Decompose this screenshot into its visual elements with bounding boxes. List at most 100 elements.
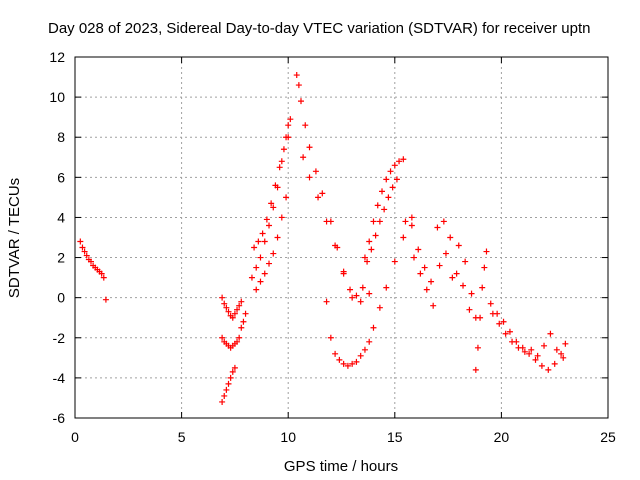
data-point [349,360,356,367]
x-tick-label: 15 [387,429,403,445]
data-point [436,262,443,269]
data-point [332,242,339,249]
data-point [315,194,322,201]
data-point [415,246,422,253]
data-point [455,242,462,249]
data-point [359,284,366,291]
y-tick-label: -4 [53,370,66,386]
data-point [285,134,292,141]
data-point [417,270,424,277]
data-point [366,290,373,297]
data-point [558,350,565,357]
data-point [274,234,281,241]
grid [75,57,608,418]
data-point [477,314,484,321]
y-tick-label: 12 [49,49,65,65]
data-point [506,328,513,335]
data-point [259,230,266,237]
data-point [257,254,264,261]
data-point [374,202,381,209]
data-point [327,334,334,341]
series-morning-rise-b [251,134,292,251]
data-point [502,330,509,337]
data-point [98,270,105,277]
data-point [474,344,481,351]
data-point [253,286,260,293]
data-point [336,356,343,363]
data-point [562,340,569,347]
data-point [379,188,386,195]
data-point [236,334,243,341]
data-point [410,254,417,261]
data-point [449,274,456,281]
data-point [229,368,236,375]
data-point [526,350,533,357]
data-point [266,260,273,267]
y-tick-label: 6 [57,169,65,185]
y-tick-label: 2 [57,250,65,266]
x-axis-title: GPS time / hours [284,458,398,475]
data-point [231,364,238,371]
y-axis-title: SDTVAR / TECUs [6,178,23,298]
x-tick-label: 25 [600,429,616,445]
data-point [353,292,360,299]
data-point [340,270,347,277]
y-tick-label: -2 [53,330,66,346]
data-point [383,176,390,183]
data-point [223,304,230,311]
data-point [489,310,496,317]
data-point [347,286,354,293]
data-point [423,286,430,293]
data-point [221,392,228,399]
data-point [370,218,377,225]
data-point [483,248,490,255]
data-point [541,342,548,349]
data-point [391,162,398,169]
data-point [496,320,503,327]
data-point [87,258,94,265]
data-point [238,298,245,305]
data-point [278,158,285,165]
series-early-segment [77,238,109,303]
data-point [77,238,84,245]
series-peak-decline-b [300,154,373,305]
series-night-decline-b [489,310,567,361]
data-point [434,224,441,231]
data-point [248,274,255,281]
y-tick-label: 4 [57,209,65,225]
data-point [468,290,475,297]
data-points [77,72,569,405]
data-point [385,194,392,201]
chart-title: Day 028 of 2023, Sidereal Day-to-day VTE… [48,20,590,37]
data-point [234,338,241,345]
series-evening-mixed-b [410,242,475,309]
data-point [300,154,307,161]
data-point [479,284,486,291]
data-point [408,214,415,221]
data-point [261,238,268,245]
data-point [545,366,552,373]
data-point [364,258,371,265]
data-point [102,296,109,303]
series-peak-decline [293,72,366,299]
data-point [381,206,388,213]
data-point [100,274,107,281]
series-night-decline [487,300,569,373]
data-point [442,250,449,257]
data-point [257,278,264,285]
data-point [219,334,226,341]
data-point [221,300,228,307]
data-point [391,258,398,265]
data-point [253,264,260,271]
data-point [266,222,273,229]
x-tick-label: 10 [280,429,296,445]
data-point [400,156,407,163]
data-point [225,380,232,387]
data-point [430,302,437,309]
x-tick-label: 0 [71,429,79,445]
data-point [285,122,292,129]
data-point [453,270,460,277]
data-point [361,254,368,261]
data-point [270,250,277,257]
data-point [278,214,285,221]
